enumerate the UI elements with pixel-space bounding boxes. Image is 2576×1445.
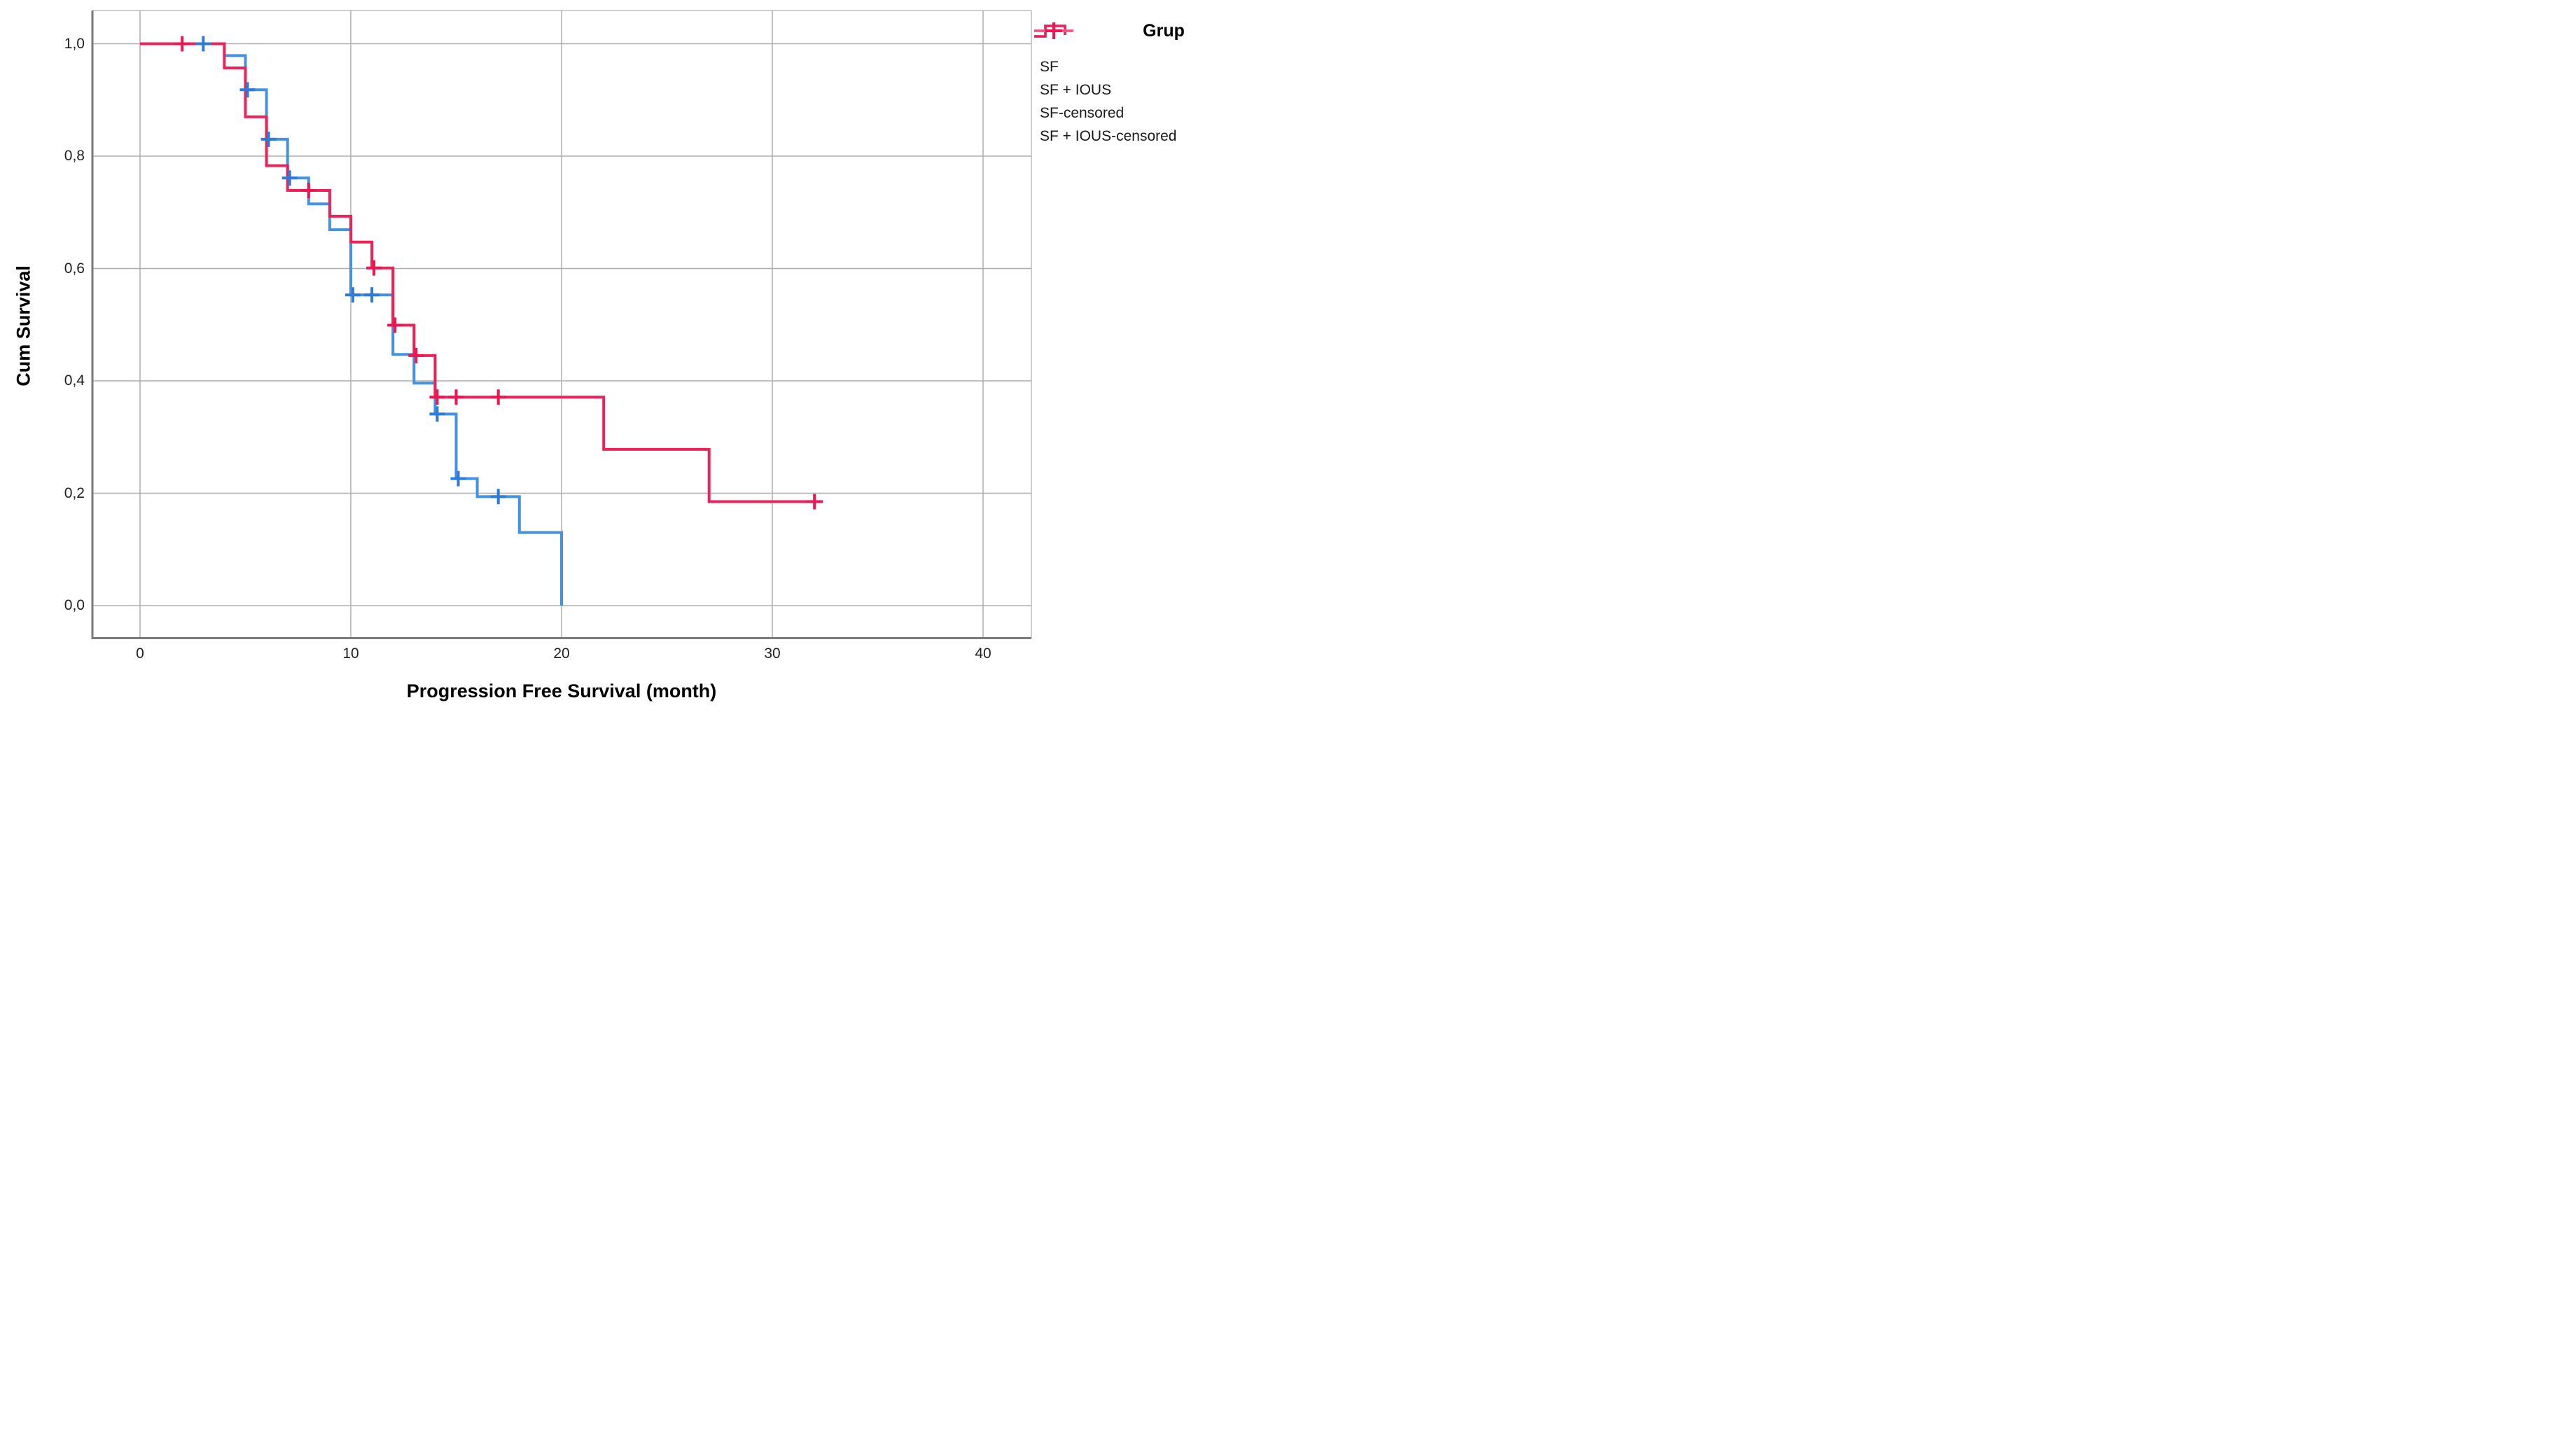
x-tick-label-10: 10: [342, 645, 359, 662]
legend-item-sf-censored: SF-censored: [1033, 22, 1288, 125]
y-axis-title: Cum Survival: [13, 265, 34, 386]
legend-item-sf-ious: SF + IOUS: [1033, 25, 1288, 102]
x-tick-label-30: 30: [764, 645, 781, 662]
x-axis-title: Progression Free Survival (month): [406, 680, 717, 701]
step-line-key-icon: [1034, 25, 1066, 38]
legend-item-sf-ious-censored: SF + IOUS-censored: [1033, 22, 1288, 148]
y-tick-label-0,6: 0,6: [64, 260, 85, 277]
x-tick-label-0: 0: [136, 645, 144, 662]
kaplan-meier-chart: 0,0 0,2 0,4 0,6 0,8 1,0 0 10 20 30 40 Progression…: [0, 0, 1288, 722]
legend-label: SF + IOUS: [1040, 81, 1112, 98]
legend-item-sf: SF: [1033, 25, 1288, 78]
y-tick-label-0,0: 0,0: [64, 597, 85, 613]
legend-rows: SF SF + IOUS SF-censored SF + IOUS-censored: [1033, 22, 1288, 148]
y-tick-label-0,8: 0,8: [64, 148, 85, 164]
legend-label: SF: [1040, 58, 1059, 75]
censored-cross-key-icon: [1034, 22, 1073, 39]
legend-title: Grup: [1143, 21, 1185, 41]
plot-area: [91, 10, 1032, 639]
legend-label: SF-censored: [1040, 104, 1125, 121]
y-tick-label-0,2: 0,2: [64, 484, 85, 501]
legend-label: SF + IOUS-censored: [1040, 127, 1177, 144]
y-tick-label-0,4: 0,4: [64, 372, 85, 389]
x-tick-label-40: 40: [975, 645, 991, 662]
survival-curve-sf-ious: [140, 42, 823, 503]
legend: Grup SF SF + IOUS SF-censored SF + IOUS-cen…: [1033, 21, 1288, 148]
y-tick-label-1,0: 1,0: [64, 35, 85, 52]
x-tick-label-20: 20: [553, 645, 570, 662]
